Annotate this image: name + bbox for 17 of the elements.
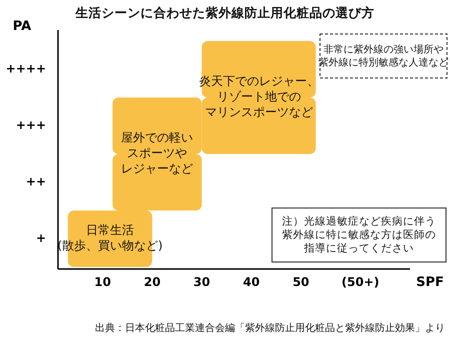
x-tick-label: (50+) (342, 275, 380, 289)
x-axis-title: SPF (416, 275, 444, 290)
chart-title: 生活シーンに合わせた紫外線防止用化粧品の選び方 (74, 5, 374, 20)
annotation: 注）光線過敏症など疾病に伴う紫外線に特に敏感な方は医師の指導に従ってください (282, 214, 436, 255)
y-tick-label: ++++ (6, 62, 46, 76)
y-tick-label: + (36, 231, 46, 246)
y-axis-title: PA (12, 19, 32, 34)
y-tick-label: ++ (26, 174, 46, 189)
annotation: 非常に紫外線の強い場所や紫外線に特別敏感な人達など (318, 43, 448, 68)
x-tick-label: 40 (243, 275, 260, 289)
x-tick-label: 50 (292, 275, 310, 289)
x-tick-label: 20 (144, 275, 161, 289)
x-tick-label: 10 (94, 275, 111, 289)
series-label: 屋外での軽いスポーツやレジャーなど (121, 130, 194, 176)
source-note: 出典：日本化粧品工業連合会編「紫外線防止用化粧品と紫外線防止効果」より (95, 322, 445, 334)
x-tick-label: 30 (193, 275, 210, 289)
y-tick-label: +++ (16, 118, 46, 132)
